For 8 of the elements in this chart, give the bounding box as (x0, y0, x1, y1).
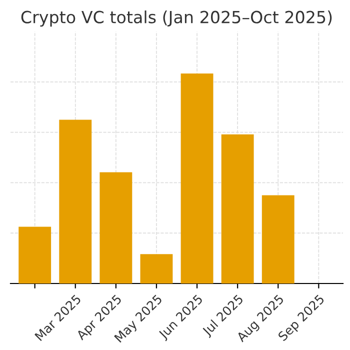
chart-title: Crypto VC totals (Jan 2025–Oct 2025) (21, 10, 332, 27)
bar (18, 226, 52, 284)
bar (59, 120, 92, 284)
bar (180, 74, 214, 284)
bar (140, 254, 173, 284)
bar (100, 172, 132, 284)
bar (221, 134, 254, 284)
bar (262, 195, 294, 284)
